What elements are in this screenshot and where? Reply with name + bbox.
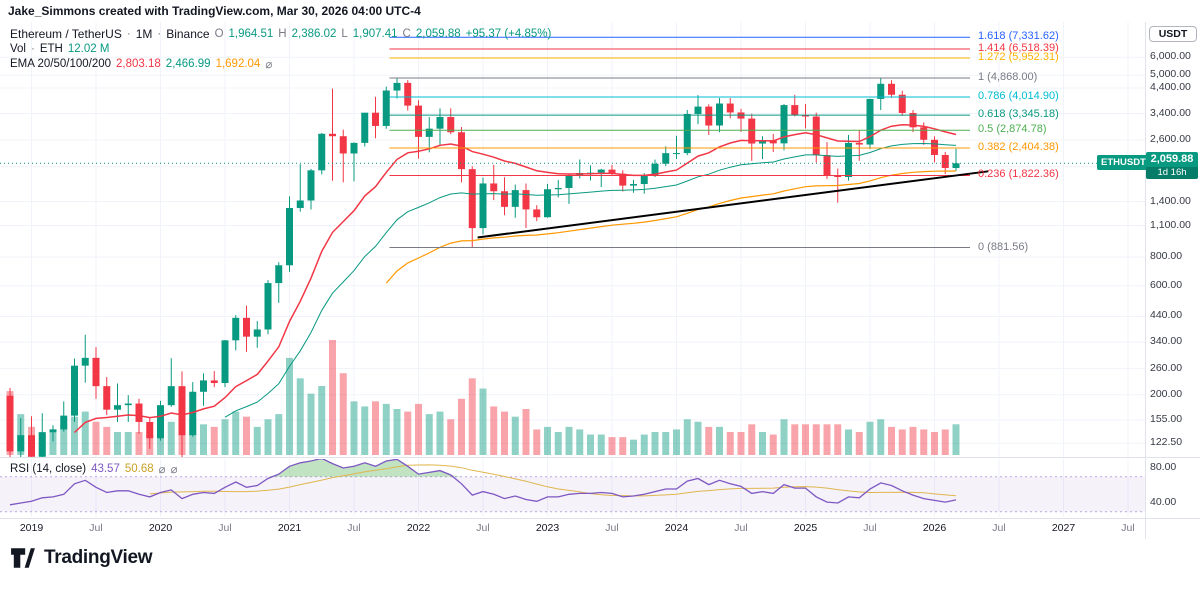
price-axis-label: 155.00 xyxy=(1150,413,1183,425)
pane-separator[interactable] xyxy=(0,457,1200,458)
tradingview-logo[interactable]: TradingView xyxy=(10,545,153,571)
price-axis-label: 2,600.00 xyxy=(1150,133,1191,146)
volume-label: Vol xyxy=(10,42,26,55)
ema50-value: 2,466.99 xyxy=(165,57,211,70)
last-price-value: 2,059.88 xyxy=(1150,153,1194,165)
time-axis-label: Jul xyxy=(476,522,490,534)
rsi-legend: RSI (14, close) 43.57 50.68 ⌀ ⌀ xyxy=(10,461,178,476)
time-axis-separator xyxy=(0,518,1200,519)
symbol-title: Ethereum / TetherUS xyxy=(10,26,122,41)
time-axis-label: 2019 xyxy=(19,522,44,534)
symbol-price-tag: ETHUSDT xyxy=(1097,155,1150,170)
price-axis-label: 122.50 xyxy=(1150,436,1183,449)
price-axis-label: 1,100.00 xyxy=(1150,218,1191,231)
time-axis-label: Jul xyxy=(605,522,619,534)
time-axis-label: Jul xyxy=(863,522,877,534)
price-axis-label: 260.00 xyxy=(1150,361,1183,374)
ema-label: EMA 20/50/100/200 xyxy=(10,57,112,70)
rsi-legend-row[interactable]: RSI (14, close) 43.57 50.68 ⌀ ⌀ xyxy=(10,461,178,476)
ema100-value: 1,692.04 xyxy=(215,57,261,70)
price-axis-label: 6,000.00 xyxy=(1150,50,1191,63)
main-chart-pane[interactable] xyxy=(0,22,1145,457)
time-axis-label: Jul xyxy=(218,522,232,534)
time-axis-label: 2020 xyxy=(148,522,173,534)
rsi-pane[interactable] xyxy=(0,459,1145,517)
rsi-value: 43.57 xyxy=(91,462,120,475)
time-axis-label: Jul xyxy=(89,522,103,534)
ema-legend-row[interactable]: EMA 20/50/100/200 2,803.18 2,466.99 1,69… xyxy=(10,56,551,71)
price-axis-label: 3,400.00 xyxy=(1150,106,1191,119)
ema200-empty: ⌀ xyxy=(265,58,273,71)
time-axis-label: Jul xyxy=(1121,522,1135,534)
low-value: 1,907.41 xyxy=(352,27,398,40)
separator-dot: · xyxy=(157,27,162,40)
tradingview-logo-text: TradingView xyxy=(44,547,153,568)
fib-level-label: 1.414 (6,518.39) xyxy=(978,41,1059,54)
low-label: L xyxy=(341,27,348,40)
fib-level-label: 1.272 (5,952.31) xyxy=(978,50,1059,63)
fib-level-label: 0 (881.56) xyxy=(978,240,1029,253)
time-axis-label: 2022 xyxy=(406,522,431,534)
price-axis-label: 600.00 xyxy=(1150,278,1183,291)
tradingview-logo-icon xyxy=(11,548,35,568)
close-label: C xyxy=(402,27,411,40)
chart-legend: Ethereum / TetherUS · 1M · Binance O 1,9… xyxy=(10,26,551,71)
price-axis-label: 1,400.00 xyxy=(1150,194,1191,207)
rsi-empty-slot: ⌀ xyxy=(158,463,166,476)
interval-label: 1M xyxy=(135,26,153,41)
close-value: 2,059.88 xyxy=(415,27,461,40)
currency-label[interactable]: USDT xyxy=(1149,26,1197,42)
time-axis-label: Jul xyxy=(734,522,748,534)
ema20-value: 2,803.18 xyxy=(116,57,161,70)
time-axis-label: 2026 xyxy=(922,522,947,534)
price-badge: 2,059.88 1d 16h xyxy=(1146,152,1198,179)
price-axis-label: 4,400.00 xyxy=(1150,80,1191,93)
time-axis-label: 2027 xyxy=(1051,522,1076,534)
high-label: H xyxy=(278,27,287,40)
rsi-label: RSI (14, close) xyxy=(10,462,87,475)
time-axis-label: 2021 xyxy=(277,522,302,534)
fib-level-label: 0.236 (1,822.36) xyxy=(978,168,1059,181)
price-axis-label: 800.00 xyxy=(1150,250,1183,263)
separator-dot: · xyxy=(126,27,131,40)
price-axis-label: 340.00 xyxy=(1150,335,1183,348)
change-value: +95.37 (+4.85%) xyxy=(465,27,552,40)
fib-level-label: 0.382 (2,404.38) xyxy=(978,140,1059,153)
time-axis-label: 2023 xyxy=(535,522,560,534)
fib-level-label: 0.618 (3,345.18) xyxy=(978,108,1059,121)
price-axis-label: 440.00 xyxy=(1150,309,1183,322)
time-axis-label: Jul xyxy=(992,522,1006,534)
time-axis-label: Jul xyxy=(347,522,361,534)
attribution-text: Jake_Simmons created with TradingView.co… xyxy=(8,4,421,18)
price-axis-border xyxy=(1145,22,1146,539)
fib-level-label: 0.5 (2,874.78) xyxy=(978,123,1047,136)
rsi-empty-slot: ⌀ xyxy=(170,463,178,476)
open-label: O xyxy=(214,27,224,40)
fib-level-label: 1 (4,868.00) xyxy=(978,70,1038,83)
price-axis-label: 200.00 xyxy=(1150,387,1183,400)
price-axis-label: 5,000.00 xyxy=(1150,68,1191,81)
symbol-legend-row[interactable]: Ethereum / TetherUS · 1M · Binance O 1,9… xyxy=(10,26,551,41)
rsi-axis-label: 80.00 xyxy=(1150,461,1177,473)
volume-symbol: ETH xyxy=(39,42,63,55)
open-value: 1,964.51 xyxy=(228,27,274,40)
time-axis-label: 2024 xyxy=(664,522,689,534)
exchange-label: Binance xyxy=(166,26,210,41)
volume-legend-row[interactable]: Vol · ETH 12.02 M xyxy=(10,41,551,56)
fib-level-label: 0.786 (4,014.90) xyxy=(978,90,1059,103)
time-axis-label: 2025 xyxy=(793,522,818,534)
volume-value: 12.02 M xyxy=(67,42,110,55)
rsi-ma-value: 50.68 xyxy=(124,462,154,475)
bar-countdown: 1d 16h xyxy=(1146,167,1198,179)
high-value: 2,386.02 xyxy=(291,27,337,40)
rsi-axis-label: 40.00 xyxy=(1150,496,1177,508)
separator-dot: · xyxy=(31,42,35,55)
fib-level-label: 1.618 (7,331.62) xyxy=(978,30,1059,43)
